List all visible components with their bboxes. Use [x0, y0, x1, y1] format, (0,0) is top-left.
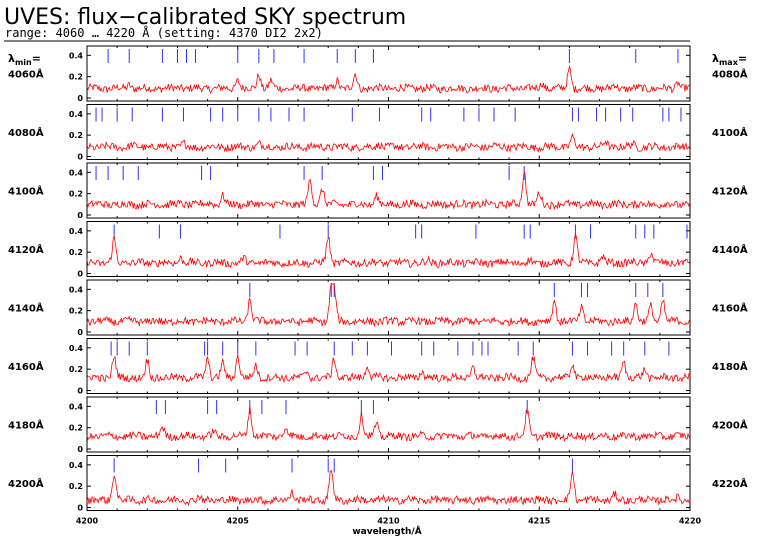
chart-subtitle: range: 4060 … 4220 Å (setting: 4370 DI2 …: [5, 25, 323, 40]
spectrum-line: [86, 133, 691, 153]
y-tick-label: 0.4: [69, 344, 84, 353]
y-tick-label: 0.4: [69, 51, 84, 60]
panel-frame: [86, 396, 691, 453]
y-tick-label: 0.2: [69, 482, 83, 491]
y-tick-label: 0.2: [69, 365, 83, 374]
y-tick-label: 0.2: [69, 307, 83, 316]
x-tick-label: 4210: [377, 517, 400, 526]
right-header-sub: max: [719, 58, 739, 67]
x-tick-label: 4215: [528, 517, 551, 526]
x-tick-label: 4205: [227, 517, 250, 526]
panel-max-label: 4080Å: [712, 68, 748, 81]
y-tick-label: 0.4: [69, 461, 84, 470]
panel-min-label: 4180Å: [8, 419, 44, 432]
spectrum-panel-8: 0 0.2 0.4 4200Å 4220Å: [8, 455, 748, 513]
panel-min-label: 4080Å: [8, 126, 44, 139]
y-tick-label: 0: [77, 445, 83, 454]
panel-frame: [86, 338, 691, 394]
spectrum-line: [86, 232, 691, 269]
panel-min-label: 4120Å: [8, 243, 44, 256]
spectrum-line: [86, 171, 691, 211]
spectrum-panel-6: 0 0.2 0.4 4160Å 4180Å: [8, 338, 748, 396]
panel-frame: [86, 104, 691, 160]
spectrum-line: [86, 469, 691, 507]
spectrum-panel-1: 0 0.2 0.4 4060Å 4080Å: [8, 45, 748, 103]
panel-min-label: 4140Å: [8, 302, 44, 315]
spectrum-panel-7: 0 0.2 0.4 4180Å 4200Å: [8, 396, 748, 454]
left-header-lambda: λ: [8, 52, 15, 65]
y-tick-label: 0.2: [69, 73, 83, 82]
left-column-header: λmin=: [8, 52, 41, 67]
spectrum-panel-2: 0 0.2 0.4 4080Å 4100Å: [8, 104, 748, 162]
panel-min-label: 4200Å: [8, 477, 44, 490]
spectrum-line: [86, 65, 691, 95]
y-tick-label: 0.4: [69, 110, 84, 119]
spectrum-line: [86, 283, 691, 328]
panel-max-label: 4180Å: [712, 360, 748, 373]
panel-min-label: 4060Å: [8, 68, 44, 81]
spectrum-line: [86, 355, 691, 384]
y-tick-label: 0.2: [69, 424, 83, 433]
panel-max-label: 4140Å: [712, 243, 748, 256]
left-header-tail: =: [32, 52, 41, 65]
panel-min-label: 4100Å: [8, 185, 44, 198]
spectrum-panel-5: 0 0.2 0.4 4140Å 4160Å: [8, 279, 748, 337]
panel-frame: [86, 221, 691, 277]
y-tick-label: 0: [77, 387, 83, 396]
x-tick-label: 4200: [76, 517, 99, 526]
panel-frame: [86, 455, 691, 511]
y-tick-label: 0: [77, 211, 83, 220]
y-tick-label: 0.4: [69, 168, 84, 177]
spectrum-line: [86, 406, 691, 442]
y-tick-label: 0: [77, 94, 83, 103]
x-axis-label: wavelength/Å: [352, 526, 421, 537]
panels-group: 0 0.2 0.4 4060Å 4080Å 0 0.2 0.4 4080Å 4100Å 0 0.2 0.…: [8, 45, 748, 513]
panel-min-label: 4160Å: [8, 360, 44, 373]
x-tick-label: 4220: [679, 517, 702, 526]
panel-max-label: 4200Å: [712, 419, 748, 432]
y-tick-label: 0.2: [69, 131, 83, 140]
y-tick-label: 0.2: [69, 190, 83, 199]
y-tick-label: 0: [77, 328, 83, 337]
chart-title: UVES: flux−calibrated SKY spectrum: [4, 5, 406, 30]
right-column-header: λmax=: [712, 52, 747, 67]
right-header-lambda: λ: [712, 52, 719, 65]
y-tick-label: 0.4: [69, 402, 84, 411]
y-tick-label: 0.4: [69, 227, 84, 236]
y-tick-label: 0: [77, 270, 83, 279]
spectrum-panel-3: 0 0.2 0.4 4100Å 4120Å: [8, 162, 748, 220]
right-header-tail: =: [738, 52, 747, 65]
panel-max-label: 4220Å: [712, 477, 748, 490]
spectrum-panel-4: 0 0.2 0.4 4120Å 4140Å: [8, 221, 748, 279]
panel-frame: [86, 162, 691, 219]
y-tick-label: 0.2: [69, 248, 83, 257]
y-tick-label: 0.4: [69, 285, 84, 294]
left-header-sub: min: [15, 58, 32, 67]
panel-max-label: 4100Å: [712, 126, 748, 139]
bottom-axis: 4200 4205 4210 4215 4220: [76, 517, 702, 526]
panel-max-label: 4160Å: [712, 302, 748, 315]
panel-max-label: 4120Å: [712, 185, 748, 198]
panel-frame: [86, 279, 691, 336]
y-tick-label: 0: [77, 153, 83, 162]
y-tick-label: 0: [77, 504, 83, 513]
